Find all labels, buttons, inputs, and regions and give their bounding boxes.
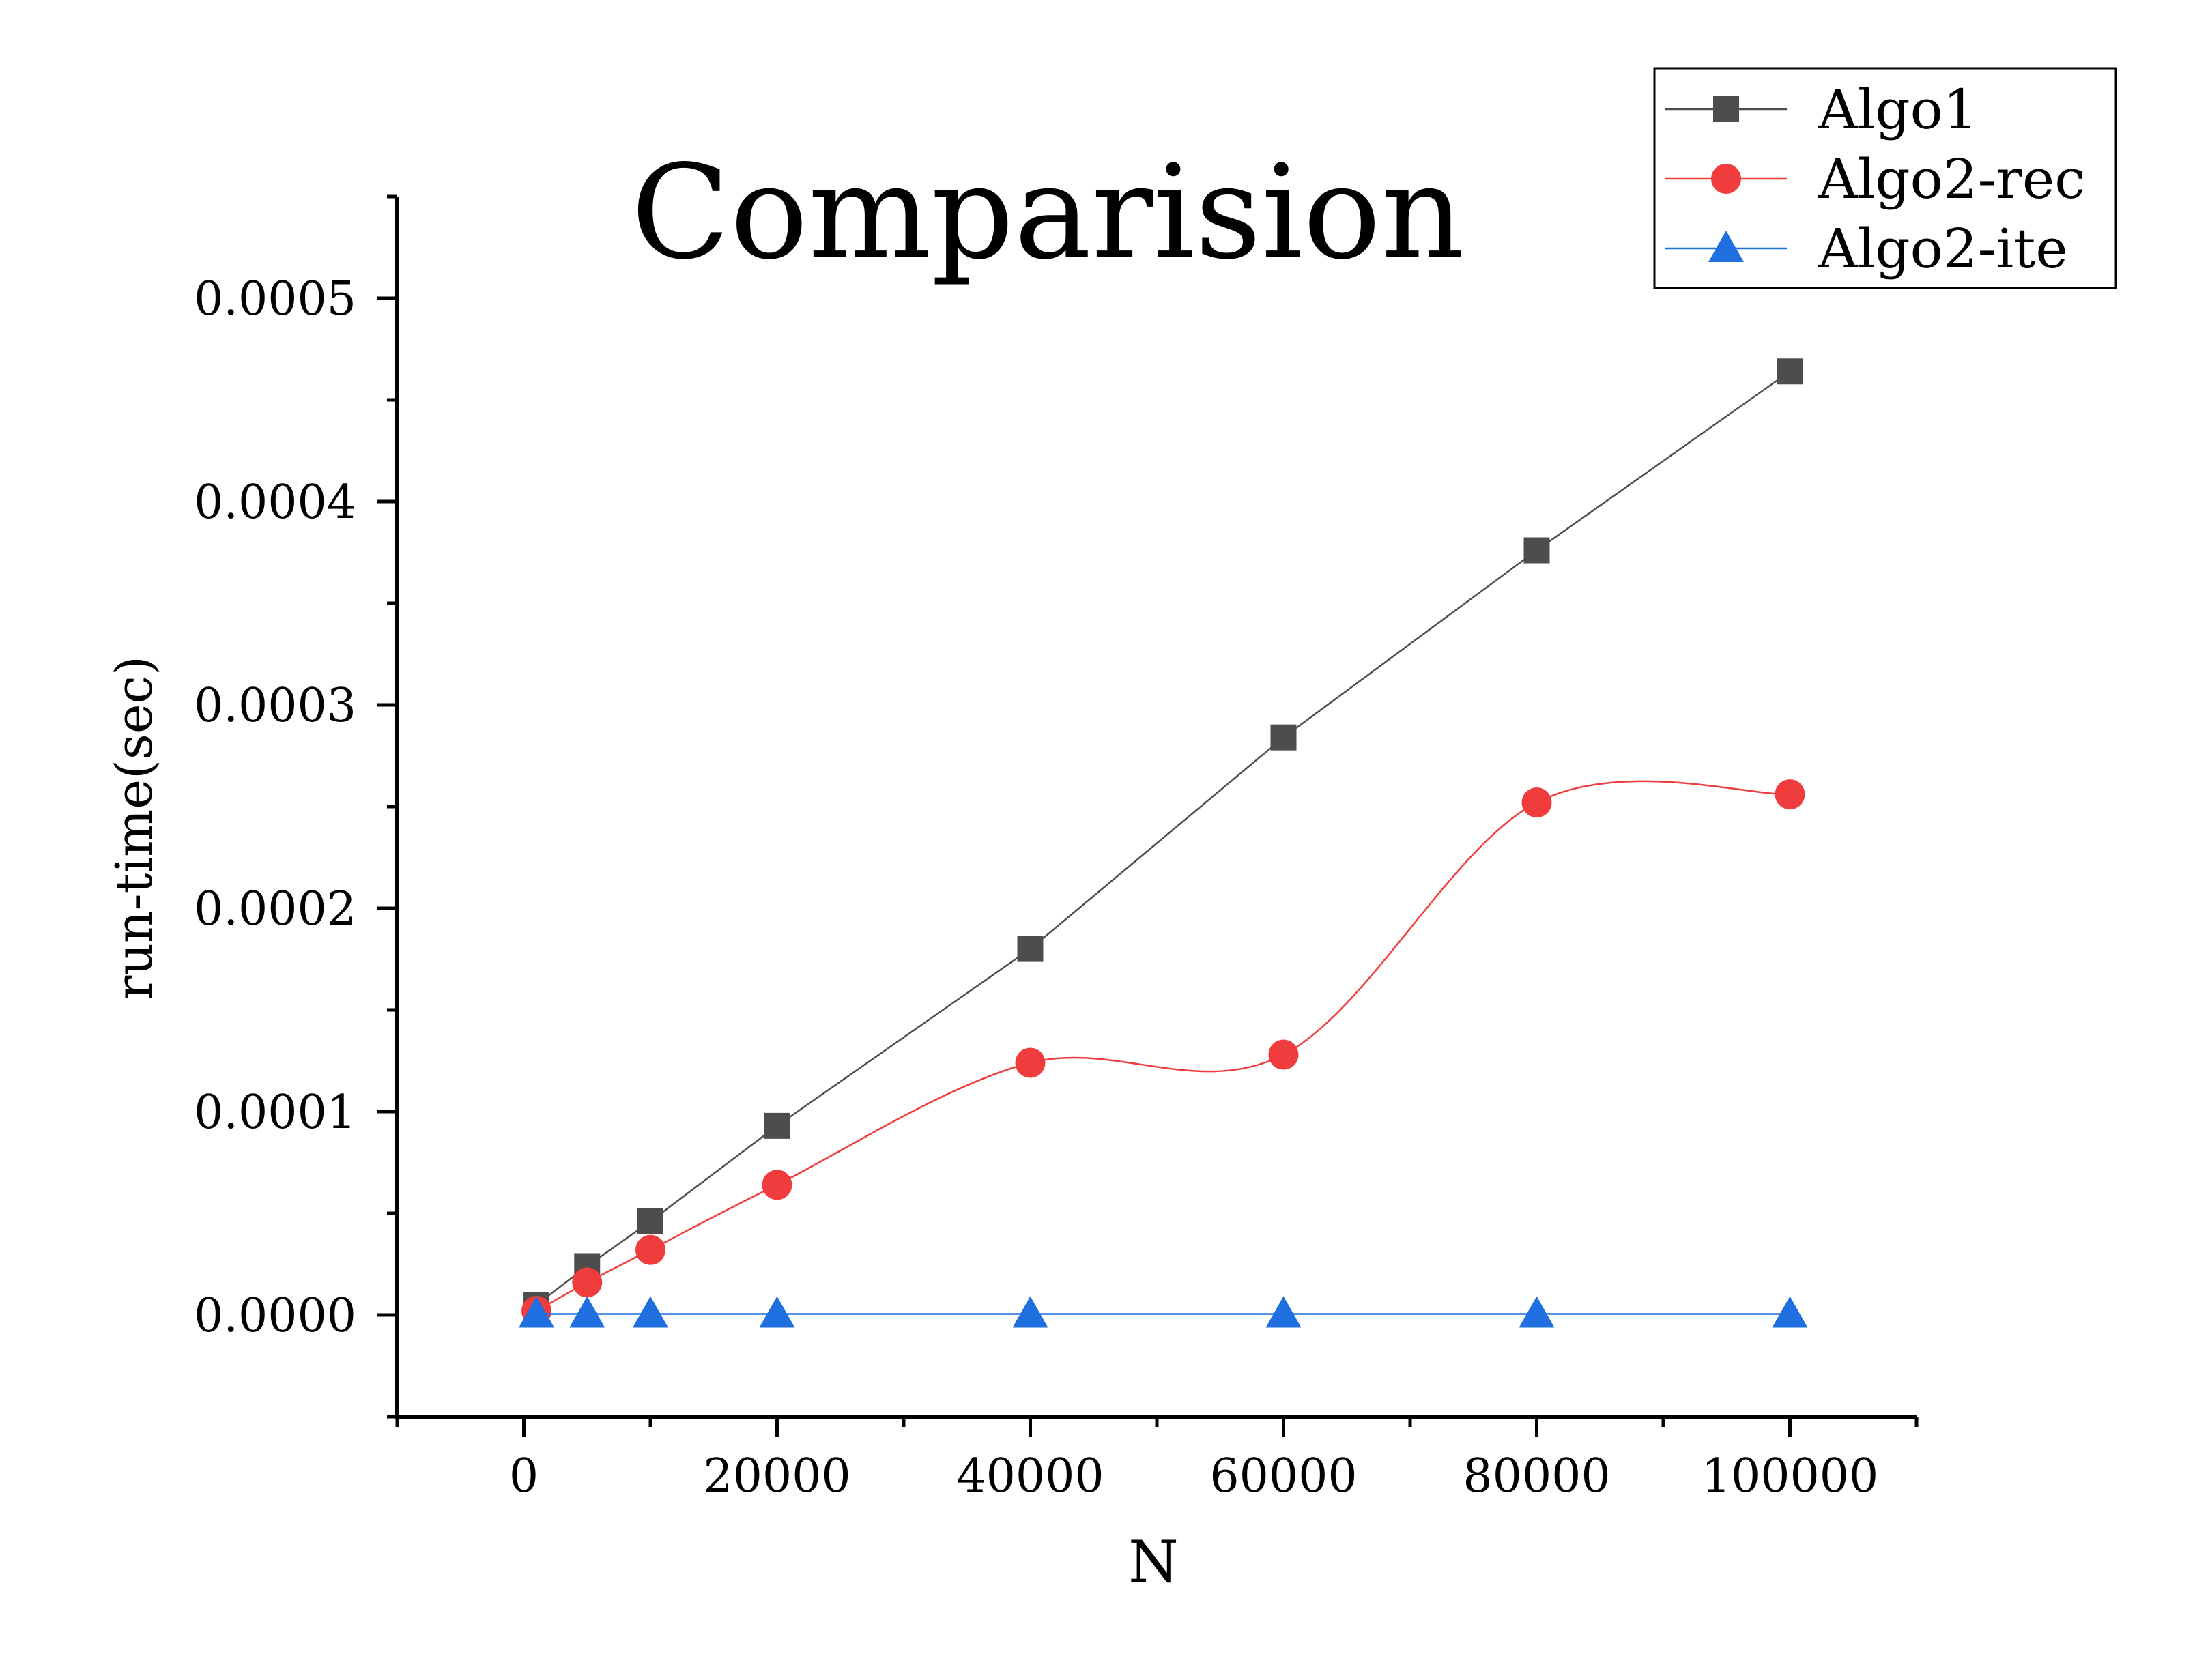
series-algo2-ite <box>519 1296 1808 1328</box>
data-point <box>1519 1296 1555 1328</box>
y-tick-label: 0.0003 <box>194 679 356 733</box>
legend-marker <box>1708 231 1744 262</box>
data-point <box>762 1170 792 1200</box>
x-tick-label: 60000 <box>1209 1449 1357 1503</box>
x-tick-label: 100000 <box>1702 1449 1879 1503</box>
data-point <box>759 1296 795 1328</box>
data-point <box>1268 1039 1299 1070</box>
data-point <box>1521 787 1552 818</box>
x-tick-label: 80000 <box>1463 1449 1610 1503</box>
legend-label: Algo1 <box>1818 78 1978 141</box>
x-tick-label: 20000 <box>703 1449 850 1503</box>
data-point <box>1772 1296 1808 1328</box>
x-tick-label: 0 <box>509 1449 539 1503</box>
y-tick-label: 0.0005 <box>194 272 356 326</box>
plot-area: 0.0000 0.0001 0.0002 0.0003 0.0004 0.0005 0 200… <box>194 194 1919 1503</box>
legend-label: Algo2-ite <box>1818 217 2068 280</box>
data-point <box>633 1296 668 1328</box>
y-tick-label: 0.0000 <box>194 1289 356 1343</box>
data-point <box>1017 936 1044 962</box>
series-line <box>536 780 1790 1312</box>
data-point <box>1270 724 1297 751</box>
legend-label: Algo2-rec <box>1818 147 2085 211</box>
x-tick-label: 40000 <box>956 1449 1104 1503</box>
data-point <box>572 1267 603 1298</box>
y-tick-label: 0.0001 <box>194 1086 356 1140</box>
data-point <box>1523 537 1550 564</box>
legend-marker <box>1711 164 1741 194</box>
series-line <box>536 371 1791 1306</box>
data-point <box>1265 1296 1302 1328</box>
data-point <box>635 1234 665 1265</box>
data-point <box>569 1296 605 1328</box>
y-tick-label: 0.0004 <box>194 476 356 530</box>
x-axis-label: N <box>1128 1529 1179 1595</box>
data-point <box>1012 1296 1048 1328</box>
series-algo2-rec <box>521 779 1805 1327</box>
data-point <box>1775 779 1805 810</box>
y-tick-label: 0.0002 <box>194 882 356 936</box>
y-axis-label: run-time(sec) <box>105 656 164 1000</box>
data-point <box>764 1112 790 1139</box>
chart-title: Comparision <box>631 137 1464 288</box>
data-point <box>1015 1047 1046 1078</box>
data-point <box>637 1208 663 1234</box>
series-algo1 <box>523 358 1803 1318</box>
data-point <box>519 1296 555 1328</box>
legend-marker <box>1713 96 1739 122</box>
data-point <box>1777 358 1803 385</box>
